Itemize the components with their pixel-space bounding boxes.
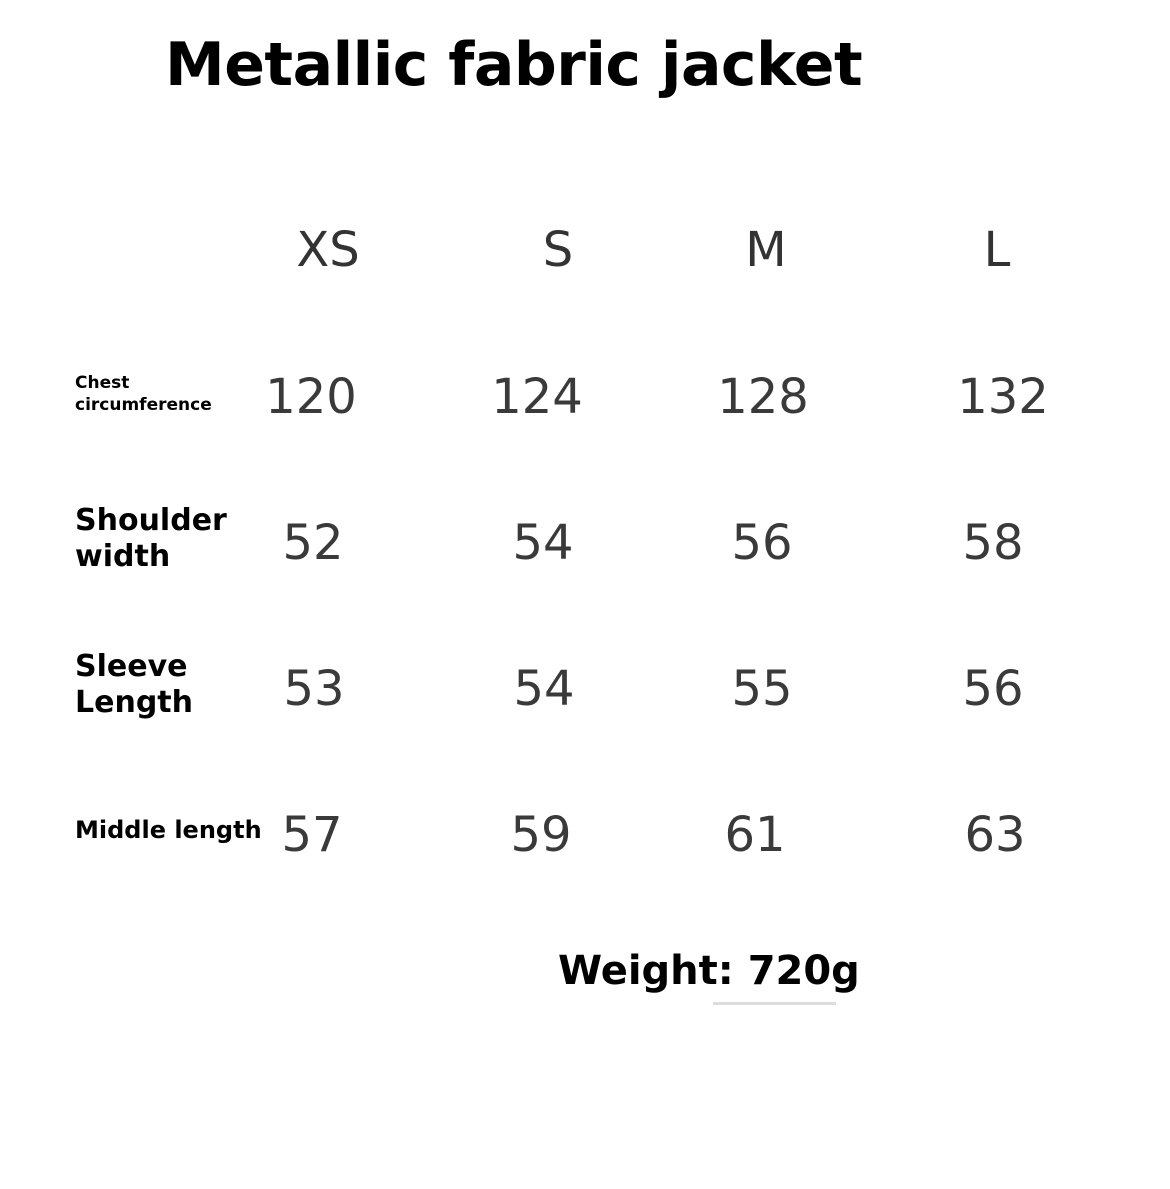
table-cell: 54 <box>512 515 574 571</box>
row-label-shoulder: Shoulder width <box>75 503 227 574</box>
row-label-sleeve: Sleeve Length <box>75 649 193 720</box>
size-header-m: M <box>745 222 787 278</box>
weight-label: Weight: 720g <box>558 948 860 994</box>
table-cell: 59 <box>510 807 572 863</box>
table-cell: 55 <box>731 661 793 717</box>
table-cell: 61 <box>724 807 786 863</box>
size-header-l: L <box>983 222 1011 278</box>
table-cell: 120 <box>265 369 357 425</box>
table-cell: 132 <box>957 369 1049 425</box>
size-header-s: S <box>542 222 574 278</box>
table-cell: 63 <box>964 807 1026 863</box>
table-cell: 54 <box>513 661 575 717</box>
table-cell: 56 <box>731 515 793 571</box>
size-header-xs: XS <box>296 222 360 278</box>
divider <box>713 1002 836 1005</box>
page-title: Metallic fabric jacket <box>165 30 863 100</box>
table-cell: 57 <box>281 807 343 863</box>
table-cell: 56 <box>962 661 1024 717</box>
table-cell: 53 <box>283 661 345 717</box>
row-label-chest: Chest circumference <box>75 373 212 415</box>
row-label-middle: Middle length <box>75 816 262 844</box>
table-cell: 128 <box>717 369 809 425</box>
table-cell: 124 <box>491 369 583 425</box>
table-cell: 52 <box>282 515 344 571</box>
table-cell: 58 <box>962 515 1024 571</box>
